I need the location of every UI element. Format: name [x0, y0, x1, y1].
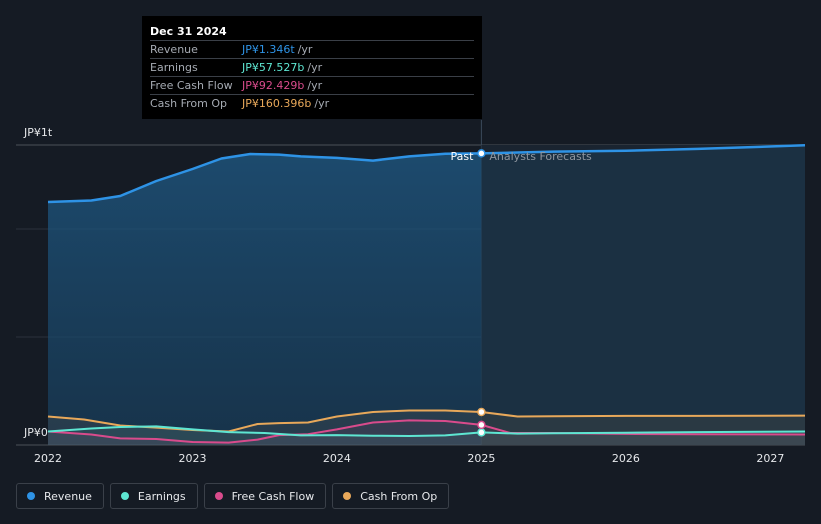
forecast-label: Analysts Forecasts [489, 150, 592, 163]
tooltip-cfo-name: Cash From Op [150, 97, 228, 110]
legend-dot-icon [27, 492, 35, 500]
series-line [47, 409, 806, 433]
x-tick-label: 2023 [178, 452, 206, 465]
series-marker [477, 149, 486, 158]
x-tick-label: 2027 [756, 452, 784, 465]
legend-item-revenue[interactable]: Revenue [16, 483, 104, 509]
x-tick-label: 2024 [323, 452, 351, 465]
tooltip-earnings-name: Earnings [150, 61, 198, 74]
legend-item-earnings[interactable]: Earnings [109, 483, 198, 509]
tooltip-revenue-value: JP¥1.346t [242, 43, 295, 56]
tooltip-revenue-unit: /yr [297, 43, 313, 56]
tooltip-row-revenue: Revenue JP¥1.346t /yr [150, 40, 474, 58]
revenue-past-area [48, 153, 482, 445]
revenue-forecast-area [481, 145, 805, 446]
tooltip-date: Dec 31 2024 [150, 25, 227, 38]
tooltip-fcf-unit: /yr [307, 79, 323, 92]
series-area [48, 420, 805, 445]
series-line [47, 144, 806, 204]
tooltip-row-earnings: Earnings JP¥57.527b /yr [150, 58, 474, 76]
series-line [47, 425, 806, 437]
tooltip-earnings-value: JP¥57.527b [242, 61, 305, 74]
x-tick-label: 2022 [34, 452, 62, 465]
legend-label: Earnings [137, 489, 186, 503]
legend: Revenue Earnings Free Cash Flow Cash Fro… [16, 483, 450, 509]
series-marker [477, 428, 486, 437]
legend-dot-icon [214, 492, 223, 500]
series-marker [477, 407, 486, 417]
x-tick-label: 2025 [467, 452, 495, 465]
legend-label: Free Cash Flow [231, 489, 315, 503]
tooltip-row-cfo: Cash From Op JP¥160.396b /yr [150, 94, 474, 112]
past-label: Past [450, 150, 474, 163]
legend-dot-icon [343, 492, 352, 500]
tooltip-panel: Dec 31 2024 Revenue JP¥1.346t /yr Earnin… [142, 16, 482, 119]
legend-item-free-cash-flow[interactable]: Free Cash Flow [203, 483, 327, 509]
series-area [48, 426, 805, 445]
tooltip-row-fcf: Free Cash Flow JP¥92.429b /yr [150, 76, 474, 94]
y-axis-bottom-label: JP¥0 [23, 426, 48, 439]
y-axis-top-label: JP¥1t [23, 126, 53, 139]
series-marker [477, 420, 486, 430]
legend-item-cash-from-op[interactable]: Cash From Op [332, 483, 450, 509]
tooltip-fcf-value: JP¥92.429b [242, 79, 305, 92]
tooltip-cfo-value: JP¥160.396b [242, 97, 312, 110]
legend-label: Revenue [44, 489, 92, 503]
x-tick-label: 2026 [612, 452, 640, 465]
series-area [48, 410, 805, 445]
tooltip-cfo-unit: /yr [314, 97, 330, 110]
tooltip-revenue-name: Revenue [150, 43, 198, 56]
tooltip-earnings-unit: /yr [307, 61, 323, 74]
chart-area: JP¥1t JP¥0 2022 2023 2024 2025 2026 2027 Past Ana… [16, 120, 806, 465]
tooltip-fcf-name: Free Cash Flow [150, 79, 233, 92]
legend-dot-icon [120, 492, 129, 500]
legend-label: Cash From Op [360, 489, 438, 503]
